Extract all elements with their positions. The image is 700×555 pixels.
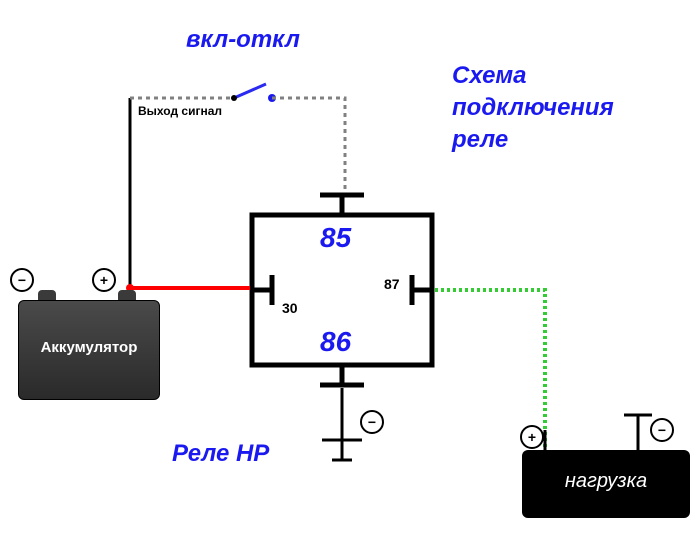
pin-85-label: 85	[320, 222, 351, 254]
title-line1: Схема	[452, 62, 527, 90]
battery-box: Аккумулятор	[18, 300, 160, 400]
load-box: нагрузка	[522, 450, 690, 518]
load-label: нагрузка	[522, 470, 690, 493]
pin-30-label: 30	[282, 300, 298, 316]
load-minus-circle: −	[650, 418, 674, 442]
load-plus-circle: +	[520, 425, 544, 449]
title-line3: реле	[452, 126, 508, 154]
relay-86-minus-circle: −	[360, 410, 384, 434]
switch-label: вкл-откл	[186, 26, 300, 54]
relay-name-label: Реле HP	[172, 440, 269, 468]
signal-out-label: Выход сигнал	[138, 104, 222, 118]
title-line2: подключения	[452, 94, 614, 122]
wire-switch-right	[272, 98, 345, 190]
battery-label: Аккумулятор	[19, 339, 159, 356]
pin-87-label: 87	[384, 276, 400, 292]
battery-plus-circle: +	[92, 268, 116, 292]
switch-blade	[234, 84, 266, 98]
plus-sign: +	[100, 272, 108, 288]
battery-minus-circle: −	[10, 268, 34, 292]
pin-86-label: 86	[320, 326, 351, 358]
minus-sign: −	[18, 272, 26, 288]
